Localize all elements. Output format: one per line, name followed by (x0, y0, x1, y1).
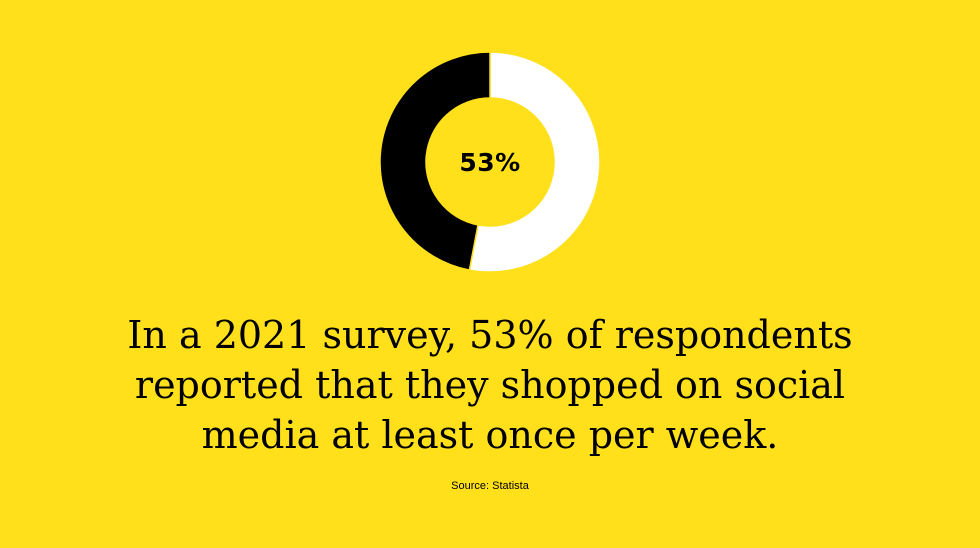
source-note: Source: Statista (451, 480, 529, 492)
donut-chart-svg (380, 52, 600, 272)
donut-center-label: 53% (459, 147, 521, 177)
donut-slice-1 (468, 52, 600, 272)
donut-chart: 53% (380, 52, 600, 272)
headline: In a 2021 survey, 53% of respondents rep… (127, 313, 853, 457)
donut-slice-2 (380, 52, 491, 271)
